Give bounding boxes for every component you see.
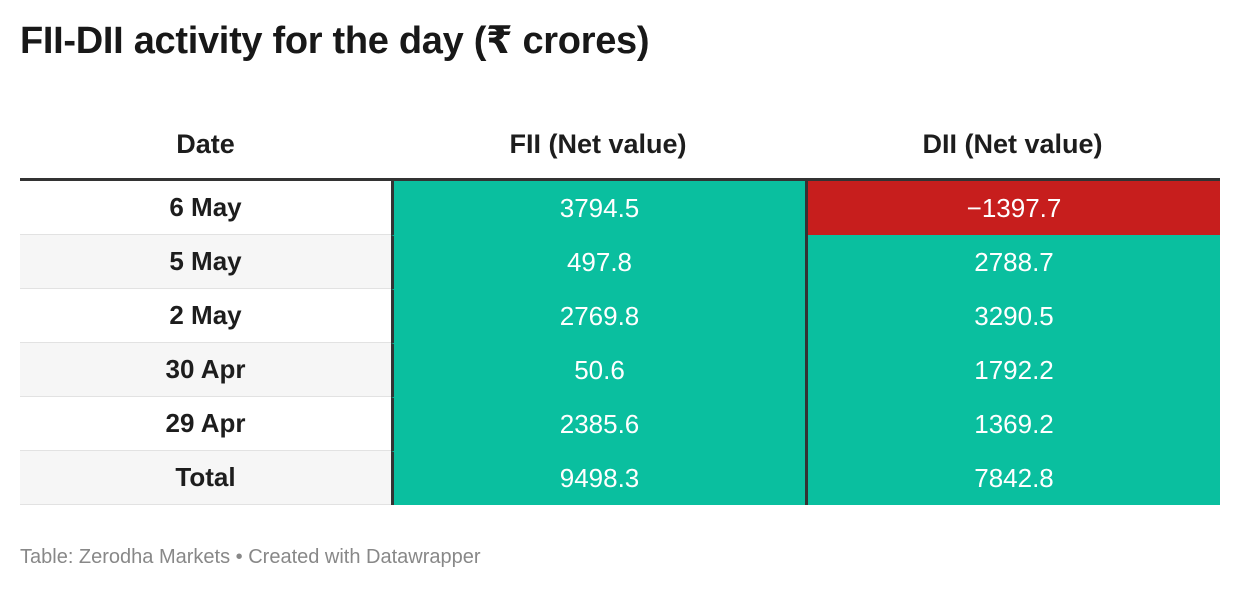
dii-value-cell: 1369.2 [805, 397, 1220, 451]
column-header-date: Date [176, 128, 235, 159]
dii-value-cell: 1792.2 [805, 343, 1220, 397]
dii-value-cell: 3290.5 [805, 289, 1220, 343]
dii-value-cell: −1397.7 [805, 181, 1220, 235]
table-row: 5 May 497.8 2788.7 [20, 235, 1220, 289]
table-body: 6 May 3794.5 −1397.7 5 May 497.8 2788.7 2 May 2… [20, 181, 1220, 505]
date-cell: 30 Apr [20, 343, 391, 397]
fii-dii-table: Date FII (Net value) DII (Net value) 6 M… [20, 110, 1220, 505]
table-row: Total 9498.3 7842.8 [20, 451, 1220, 505]
table-title: FII-DII activity for the day (₹ crores) [20, 20, 650, 62]
source-footer: Table: Zerodha Markets • Created with Da… [20, 546, 481, 568]
dii-value-cell: 2788.7 [805, 235, 1220, 289]
fii-value-cell: 9498.3 [391, 451, 805, 505]
date-cell: 5 May [20, 235, 391, 289]
date-cell: 6 May [20, 181, 391, 235]
fii-value-cell: 3794.5 [391, 181, 805, 235]
column-header-fii: FII (Net value) [509, 128, 687, 159]
fii-value-cell: 497.8 [391, 235, 805, 289]
fii-value-cell: 2769.8 [391, 289, 805, 343]
date-cell: Total [20, 451, 391, 505]
table-row: 30 Apr 50.6 1792.2 [20, 343, 1220, 397]
column-header-dii: DII (Net value) [922, 128, 1103, 159]
date-cell: 2 May [20, 289, 391, 343]
table-row: 29 Apr 2385.6 1369.2 [20, 397, 1220, 451]
table-row: 6 May 3794.5 −1397.7 [20, 181, 1220, 235]
date-cell: 29 Apr [20, 397, 391, 451]
dii-value-cell: 7842.8 [805, 451, 1220, 505]
fii-value-cell: 2385.6 [391, 397, 805, 451]
table-row: 2 May 2769.8 3290.5 [20, 289, 1220, 343]
fii-value-cell: 50.6 [391, 343, 805, 397]
table-header: Date FII (Net value) DII (Net value) [20, 110, 1220, 181]
